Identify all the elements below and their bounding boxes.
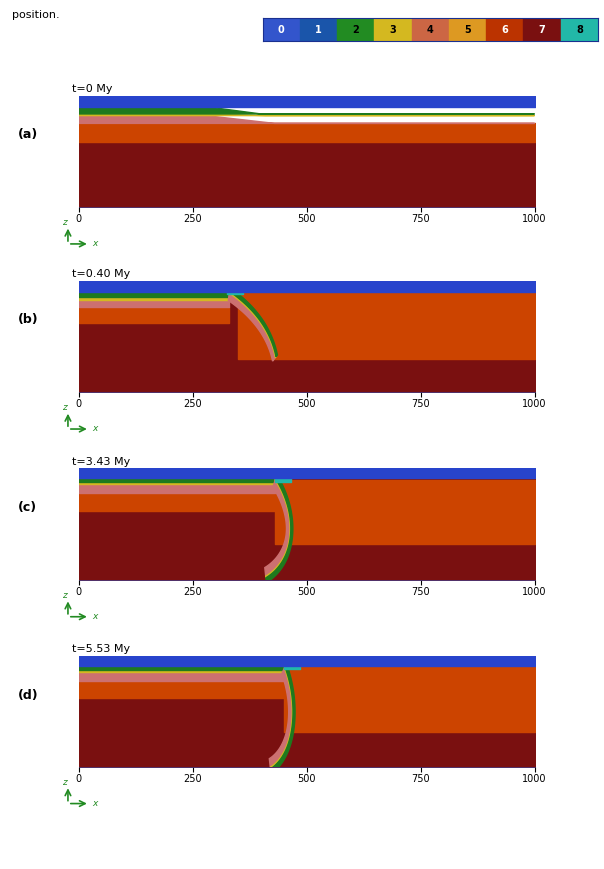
Polygon shape (79, 116, 535, 123)
Bar (561, 18, 598, 41)
Text: z: z (62, 403, 66, 412)
Bar (449, 18, 486, 41)
Polygon shape (79, 114, 535, 116)
Text: t=5.53 My: t=5.53 My (72, 644, 130, 654)
Text: 3: 3 (390, 24, 396, 35)
Text: z: z (62, 778, 66, 786)
Text: x: x (92, 799, 98, 808)
Text: (d): (d) (18, 688, 39, 701)
Polygon shape (265, 480, 290, 576)
Text: 1: 1 (315, 24, 322, 35)
Polygon shape (269, 668, 292, 767)
Text: position.: position. (12, 10, 60, 21)
Polygon shape (266, 479, 291, 578)
Bar (486, 18, 524, 41)
Polygon shape (79, 107, 535, 114)
Text: 8: 8 (576, 24, 583, 35)
Bar (524, 18, 561, 41)
Polygon shape (271, 664, 295, 773)
Polygon shape (230, 291, 276, 357)
Text: t=0 My: t=0 My (72, 83, 113, 94)
Text: z: z (62, 591, 66, 600)
Bar (337, 18, 374, 41)
Text: (c): (c) (18, 501, 37, 514)
Bar (300, 18, 337, 41)
Bar (374, 18, 412, 41)
Text: 6: 6 (501, 24, 508, 35)
Text: 4: 4 (427, 24, 434, 35)
Text: 7: 7 (539, 24, 545, 35)
Text: t=3.43 My: t=3.43 My (72, 456, 130, 467)
Text: (b): (b) (18, 313, 39, 326)
Text: 0: 0 (278, 24, 284, 35)
Polygon shape (228, 293, 275, 362)
Text: x: x (92, 612, 98, 621)
Text: 2: 2 (353, 24, 359, 35)
Polygon shape (230, 288, 277, 357)
Text: 5: 5 (464, 24, 471, 35)
Text: (a): (a) (18, 128, 39, 141)
Polygon shape (270, 667, 293, 769)
Text: z: z (62, 218, 66, 227)
Bar (263, 18, 300, 41)
Text: t=0.40 My: t=0.40 My (72, 269, 130, 279)
Text: x: x (92, 239, 98, 249)
Bar (412, 18, 449, 41)
Polygon shape (266, 474, 293, 583)
Text: x: x (92, 424, 98, 434)
